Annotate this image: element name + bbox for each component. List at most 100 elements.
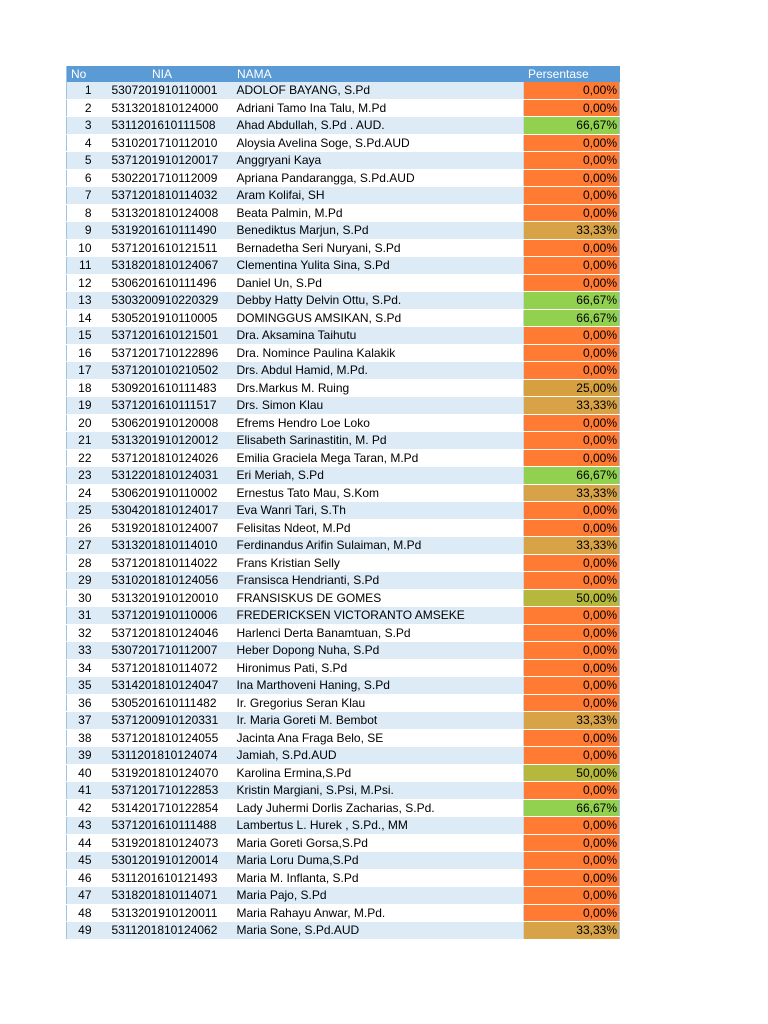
row-persentase-cell: 25,00%: [523, 379, 620, 397]
row-nia-cell: 5319201810124007: [107, 519, 233, 537]
row-persentase-cell: 0,00%: [523, 746, 620, 765]
row-no-cell: 14: [66, 309, 108, 327]
row-no-cell: 48: [66, 904, 108, 922]
row-no-cell: 4: [66, 134, 108, 152]
row-no-cell: 40: [66, 764, 108, 782]
row-no-cell: 7: [66, 186, 108, 205]
row-nia-cell: 5307201910110001: [107, 82, 233, 100]
row-persentase-cell: 33,33%: [523, 921, 620, 940]
table-row: 6 5302201710112009 Apriana Pandarangga, S.…: [66, 169, 620, 187]
row-persentase-cell: 0,00%: [523, 151, 620, 170]
row-nama-cell: Drs. Simon Klau: [232, 396, 524, 415]
row-nia-cell: 5371201810114022: [107, 554, 233, 572]
table-row: 9 5319201610111490 Benediktus Marjun, S.Pd…: [66, 221, 620, 240]
row-nama-cell: Heber Dopong Nuha, S.Pd: [232, 641, 524, 660]
row-no-cell: 6: [66, 169, 108, 187]
row-nama-cell: Maria Pajo, S.Pd: [232, 886, 524, 905]
row-persentase-cell: 33,33%: [523, 396, 620, 415]
row-persentase-cell: 0,00%: [523, 239, 620, 257]
row-nia-cell: 5371201710122853: [107, 781, 233, 800]
row-persentase-cell: 66,67%: [523, 309, 620, 327]
row-nama-cell: Felisitas Ndeot, M.Pd: [232, 519, 524, 537]
row-no-cell: 33: [66, 641, 108, 660]
row-nia-cell: 5318201810114071: [107, 886, 233, 905]
row-nia-cell: 5306201910110002: [107, 484, 233, 502]
row-no-cell: 24: [66, 484, 108, 502]
row-nama-cell: Drs. Abdul Hamid, M.Pd.: [232, 361, 524, 380]
table-row: 31 5371201910110006 FREDERICKSEN VICTORANT…: [66, 606, 620, 625]
row-nia-cell: 5310201810124056: [107, 571, 233, 590]
row-nama-cell: DOMINGGUS AMSIKAN, S.Pd: [232, 309, 524, 327]
row-no-cell: 3: [66, 116, 108, 135]
row-no-cell: 15: [66, 326, 108, 345]
row-nama-cell: Eri Meriah, S.Pd: [232, 466, 524, 485]
row-no-cell: 28: [66, 554, 108, 572]
row-nama-cell: Bernadetha Seri Nuryani, S.Pd: [232, 239, 524, 257]
row-persentase-cell: 0,00%: [523, 624, 620, 642]
row-no-cell: 20: [66, 414, 108, 432]
table-row: 23 5312201810124031 Eri Meriah, S.Pd 66,67%: [66, 466, 620, 485]
row-no-cell: 35: [66, 676, 108, 695]
row-nia-cell: 5318201810124067: [107, 256, 233, 275]
row-nama-cell: Anggryani Kaya: [232, 151, 524, 170]
table-row: 42 5314201710122854 Lady Juhermi Dorlis Za…: [66, 799, 620, 817]
row-no-cell: 10: [66, 239, 108, 257]
row-nama-cell: Ernestus Tato Mau, S.Kom: [232, 484, 524, 502]
row-nama-cell: Frans Kristian Selly: [232, 554, 524, 572]
table-row: 32 5371201810124046 Harlenci Derta Banamtu…: [66, 624, 620, 642]
row-no-cell: 38: [66, 729, 108, 747]
row-nia-cell: 5304201810124017: [107, 501, 233, 520]
row-no-cell: 13: [66, 291, 108, 310]
row-nama-cell: Dra. Nomince Paulina Kalakik: [232, 344, 524, 362]
row-nama-cell: Lady Juhermi Dorlis Zacharias, S.Pd.: [232, 799, 524, 817]
table-row: 7 5371201810114032 Aram Kolifai, SH 0,00%: [66, 186, 620, 205]
row-nia-cell: 5314201710122854: [107, 799, 233, 817]
row-no-cell: 32: [66, 624, 108, 642]
row-nama-cell: Kristin Margiani, S.Psi, M.Psi.: [232, 781, 524, 800]
row-persentase-cell: 50,00%: [523, 589, 620, 607]
row-nama-cell: Elisabeth Sarinastitin, M. Pd: [232, 431, 524, 450]
row-no-cell: 8: [66, 204, 108, 222]
row-nia-cell: 5371201810124055: [107, 729, 233, 747]
row-persentase-cell: 0,00%: [523, 361, 620, 380]
row-persentase-cell: 66,67%: [523, 466, 620, 485]
row-persentase-cell: 0,00%: [523, 659, 620, 677]
row-persentase-cell: 0,00%: [523, 886, 620, 905]
row-no-cell: 26: [66, 519, 108, 537]
table-body: 1 5307201910110001 ADOLOF BAYANG, S.Pd 0,00…: [66, 82, 620, 940]
row-nama-cell: Karolina Ermina,S.Pd: [232, 764, 524, 782]
table-row: 22 5371201810124026 Emilia Graciela Mega T…: [66, 449, 620, 467]
row-nama-cell: FREDERICKSEN VICTORANTO AMSEKE: [232, 606, 524, 625]
table-row: 36 5305201610111482 Ir. Gregorius Seran Kl…: [66, 694, 620, 712]
row-nia-cell: 5306201910120008: [107, 414, 233, 432]
row-no-cell: 45: [66, 851, 108, 870]
table-row: 37 5371200910120331 Ir. Maria Goreti M. Be…: [66, 711, 620, 730]
row-nia-cell: 5302201710112009: [107, 169, 233, 187]
row-nia-cell: 5305201910110005: [107, 309, 233, 327]
row-nama-cell: Fransisca Hendrianti, S.Pd: [232, 571, 524, 590]
row-persentase-cell: 33,33%: [523, 484, 620, 502]
row-persentase-cell: 0,00%: [523, 781, 620, 800]
row-nia-cell: 5312201810124031: [107, 466, 233, 485]
row-nama-cell: Emilia Graciela Mega Taran, M.Pd: [232, 449, 524, 467]
table-row: 5 5371201910120017 Anggryani Kaya 0,00%: [66, 151, 620, 170]
row-nia-cell: 5371201810114032: [107, 186, 233, 205]
row-nama-cell: Maria Sone, S.Pd.AUD: [232, 921, 524, 940]
table-row: 14 5305201910110005 DOMINGGUS AMSIKAN, S.P…: [66, 309, 620, 327]
row-persentase-cell: 0,00%: [523, 606, 620, 625]
row-nia-cell: 5319201810124070: [107, 764, 233, 782]
row-persentase-cell: 33,33%: [523, 221, 620, 240]
row-persentase-cell: 66,67%: [523, 291, 620, 310]
table-row: 38 5371201810124055 Jacinta Ana Fraga Belo…: [66, 729, 620, 747]
row-nia-cell: 5313201810114010: [107, 536, 233, 555]
row-persentase-cell: 66,67%: [523, 799, 620, 817]
row-persentase-cell: 0,00%: [523, 431, 620, 450]
row-no-cell: 19: [66, 396, 108, 415]
row-nia-cell: 5371201610111488: [107, 816, 233, 835]
row-no-cell: 18: [66, 379, 108, 397]
row-persentase-cell: 0,00%: [523, 501, 620, 520]
table-row: 46 5311201610121493 Maria M. Inflanta, S.P…: [66, 869, 620, 887]
row-no-cell: 1: [66, 82, 108, 100]
table-row: 18 5309201610111483 Drs.Markus M. Ruing 25,…: [66, 379, 620, 397]
row-nama-cell: Maria M. Inflanta, S.Pd: [232, 869, 524, 887]
